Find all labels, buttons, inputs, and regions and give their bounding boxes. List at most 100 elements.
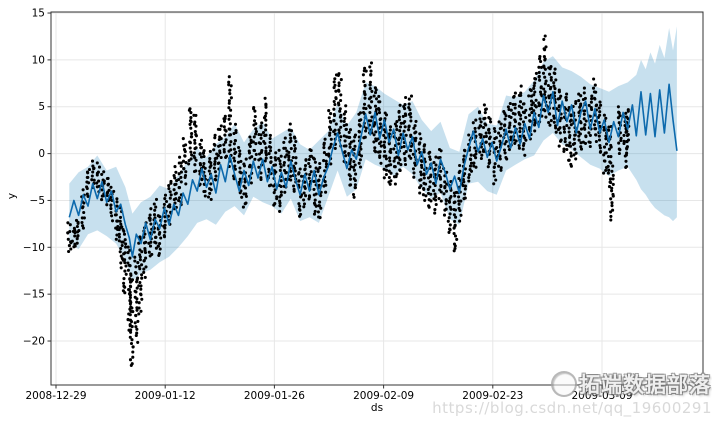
observation-dot <box>369 72 373 77</box>
observation-dot <box>398 103 402 107</box>
observation-dot <box>453 194 457 198</box>
observation-dot <box>611 173 615 177</box>
observation-dot <box>109 185 113 189</box>
observation-dot <box>97 179 101 183</box>
observation-dot <box>384 157 388 161</box>
observation-dot <box>379 161 383 165</box>
observation-dot <box>444 199 448 203</box>
observation-dot <box>493 162 497 166</box>
y-axis-label: y <box>6 192 18 200</box>
observation-dot <box>80 220 84 225</box>
observation-dot <box>337 81 341 85</box>
observation-dot <box>357 153 362 157</box>
observation-dot <box>625 145 629 149</box>
observation-dot <box>122 281 126 285</box>
observation-dot <box>616 105 620 109</box>
observation-dot <box>138 248 142 252</box>
observation-dot <box>565 147 569 152</box>
observation-dot <box>434 202 438 207</box>
y-tick-label: −20 <box>23 336 45 348</box>
observation-dot <box>423 143 427 147</box>
observation-dot <box>573 141 577 145</box>
observation-dot <box>389 163 393 167</box>
observation-dot <box>139 292 143 296</box>
observation-dot <box>277 148 281 152</box>
observation-dot <box>482 117 486 121</box>
observation-dot <box>518 134 522 138</box>
observation-dot <box>77 229 81 233</box>
observation-dot <box>434 195 438 199</box>
observation-dot <box>179 164 183 168</box>
observation-dot <box>279 179 283 183</box>
observation-dot <box>164 199 169 204</box>
observation-dot <box>114 226 118 230</box>
observation-dot <box>521 147 525 151</box>
observation-dot <box>478 117 482 121</box>
observation-dot <box>267 152 271 156</box>
observation-dot <box>254 122 258 126</box>
observation-dot <box>362 69 366 73</box>
observation-dot <box>183 154 187 158</box>
observation-dot <box>272 191 276 195</box>
observation-dot <box>323 137 327 141</box>
observation-dot <box>543 82 547 86</box>
observation-dot <box>142 259 146 263</box>
observation-dot <box>131 350 135 354</box>
observation-dot <box>128 322 132 327</box>
observation-dot <box>495 145 499 150</box>
observation-dot <box>607 185 612 189</box>
observation-dot <box>189 157 193 161</box>
observation-dot <box>383 136 388 140</box>
observation-dot <box>250 155 254 159</box>
observation-dot <box>134 325 138 329</box>
observation-dot <box>503 123 507 127</box>
observation-dot <box>302 198 306 202</box>
observation-dot <box>129 272 133 276</box>
observation-dot <box>283 155 287 159</box>
observation-dot <box>484 140 488 144</box>
observation-dot <box>189 116 193 120</box>
observation-dot <box>388 159 392 163</box>
observation-dot <box>212 148 216 152</box>
observation-dot <box>579 102 583 106</box>
observation-dot <box>398 125 403 129</box>
observation-dot <box>544 45 548 49</box>
observation-dot <box>573 133 577 137</box>
observation-dot <box>136 319 140 323</box>
observation-dot <box>137 306 141 310</box>
observation-dot <box>139 309 143 313</box>
observation-dot <box>419 170 423 174</box>
observation-dot <box>236 160 241 164</box>
observation-dot <box>126 317 130 322</box>
observation-dot <box>486 165 490 169</box>
observation-dot <box>484 131 488 135</box>
observation-dot <box>521 120 526 124</box>
observation-dot <box>414 136 418 140</box>
observation-dot <box>322 159 326 163</box>
observation-dot <box>128 256 132 260</box>
observation-dot <box>109 203 113 207</box>
observation-dot <box>393 122 397 126</box>
observation-dot <box>539 65 543 69</box>
observation-dot <box>339 119 343 123</box>
observation-dot <box>177 161 181 165</box>
observation-dot <box>401 114 405 118</box>
observation-dot <box>332 80 336 84</box>
observation-dot <box>158 247 162 251</box>
observation-dot <box>439 199 443 203</box>
observation-dot <box>609 218 613 222</box>
observation-dot <box>434 155 438 159</box>
observation-dot <box>273 202 277 206</box>
observation-dot <box>332 107 336 111</box>
observation-dot <box>602 171 606 175</box>
observation-dot <box>528 88 532 92</box>
observation-dot <box>139 284 143 288</box>
observation-dot <box>252 105 256 110</box>
observation-dot <box>534 77 538 81</box>
observation-dot <box>424 194 428 198</box>
observation-dot <box>428 155 432 159</box>
observation-dot <box>177 198 181 203</box>
observation-dot <box>458 163 462 168</box>
observation-dot <box>81 205 85 209</box>
observation-dot <box>363 83 367 87</box>
